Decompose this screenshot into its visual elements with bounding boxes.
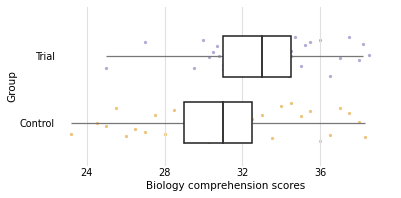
Point [220,113,226,116]
Point [68,132,75,136]
Point [190,67,197,70]
Point [224,129,230,132]
Point [249,63,255,67]
Point [307,40,314,43]
Point [200,133,207,136]
Point [243,124,249,127]
Point [288,102,294,105]
Point [346,36,352,39]
Point [278,74,284,77]
Point [243,51,249,54]
Point [229,113,236,117]
Point [259,69,265,72]
Point [263,37,269,40]
Point [327,134,333,137]
Point [302,43,308,46]
Point [288,54,294,57]
Point [113,107,119,110]
Point [272,47,279,50]
Point [241,52,247,55]
Point [200,38,207,42]
Point [103,124,109,127]
Point [103,66,109,69]
Point [142,40,148,43]
Point [268,74,275,77]
Point [152,113,158,117]
Point [282,52,288,55]
Point [255,62,261,65]
Point [362,136,368,139]
Point [356,121,362,124]
Point [225,57,232,60]
Point [366,53,372,56]
Point [220,63,226,66]
Point [336,106,343,109]
Point [171,109,178,112]
Point [93,122,100,125]
Point [210,110,217,113]
Point [235,126,242,129]
Point [161,132,168,135]
Point [235,63,242,66]
Point [245,64,251,67]
Point [259,113,265,116]
Point [214,44,220,48]
Point [222,71,228,75]
X-axis label: Biology comprehension scores: Biology comprehension scores [146,181,306,191]
Point [206,55,213,59]
Point [356,59,362,62]
Point [327,75,333,78]
Point [231,64,238,67]
Point [286,75,292,78]
Point [190,109,197,112]
Point [292,36,298,39]
Point [132,127,139,130]
Point [261,36,267,40]
Point [278,104,284,107]
Point [249,118,255,121]
Point [317,38,323,41]
Point [216,103,222,106]
Point [259,68,265,71]
Point [307,109,314,112]
Point [288,49,294,52]
Point [233,58,240,61]
Point [264,67,271,70]
Point [122,134,129,137]
Point [336,56,343,59]
Point [298,114,304,117]
Bar [184,102,252,143]
Point [210,50,217,54]
Point [224,46,230,49]
Point [317,140,323,143]
Point [227,69,234,72]
Point [298,65,304,68]
Bar [223,36,291,77]
Point [181,140,187,144]
Point [229,40,236,43]
Point [142,130,148,133]
Point [239,116,245,120]
Point [220,67,226,70]
Point [229,110,236,113]
Point [346,111,352,114]
Point [206,141,213,144]
Point [274,44,281,47]
Point [360,43,366,46]
Point [251,65,257,68]
Point [216,54,222,57]
Point [239,50,245,53]
Point [196,111,203,114]
Y-axis label: Group: Group [7,70,17,102]
Point [185,119,191,122]
Point [268,136,275,140]
Point [270,67,277,70]
